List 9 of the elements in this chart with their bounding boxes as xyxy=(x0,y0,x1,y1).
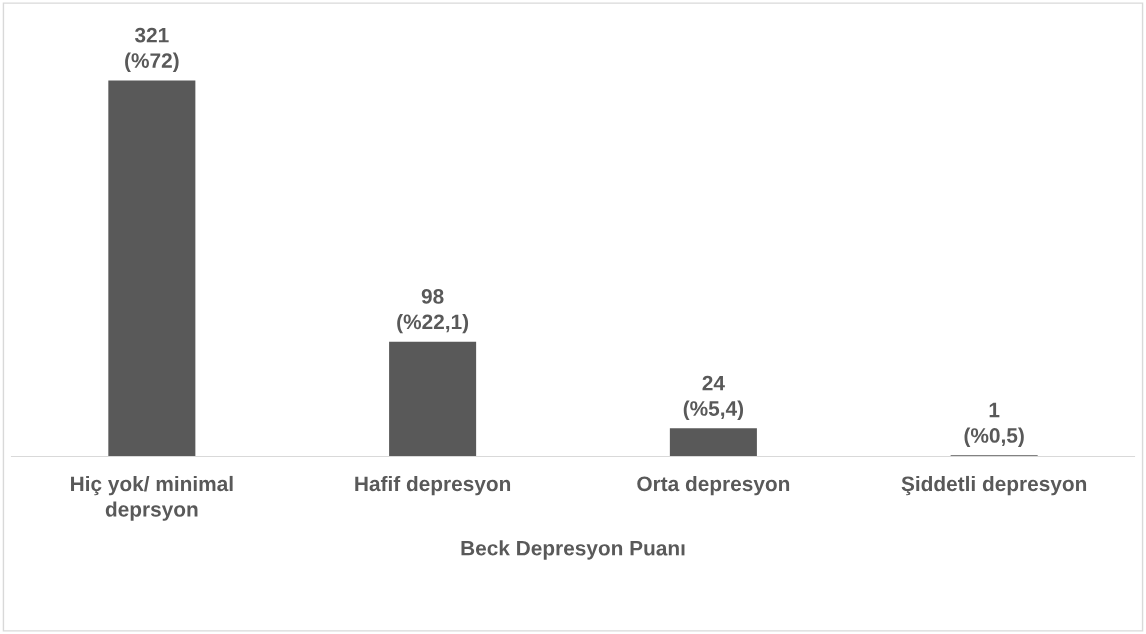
x-tick-label: Orta depresyon xyxy=(637,475,790,496)
data-label: 1 (%0,5) xyxy=(964,402,1024,447)
data-label: 24 (%5,4) xyxy=(683,375,744,421)
x-axis-title: Beck Depresyon Puanı xyxy=(461,540,685,560)
data-label: 98 (%22,1) xyxy=(397,288,469,334)
x-tick-label: Şiddetli depresyon xyxy=(901,475,1087,496)
data-label: 321 (%72) xyxy=(125,27,179,73)
x-tick-label: Hafif depresyon xyxy=(355,475,511,496)
x-tick-label: Hiç yok/ minimal deprsyon xyxy=(71,475,233,521)
